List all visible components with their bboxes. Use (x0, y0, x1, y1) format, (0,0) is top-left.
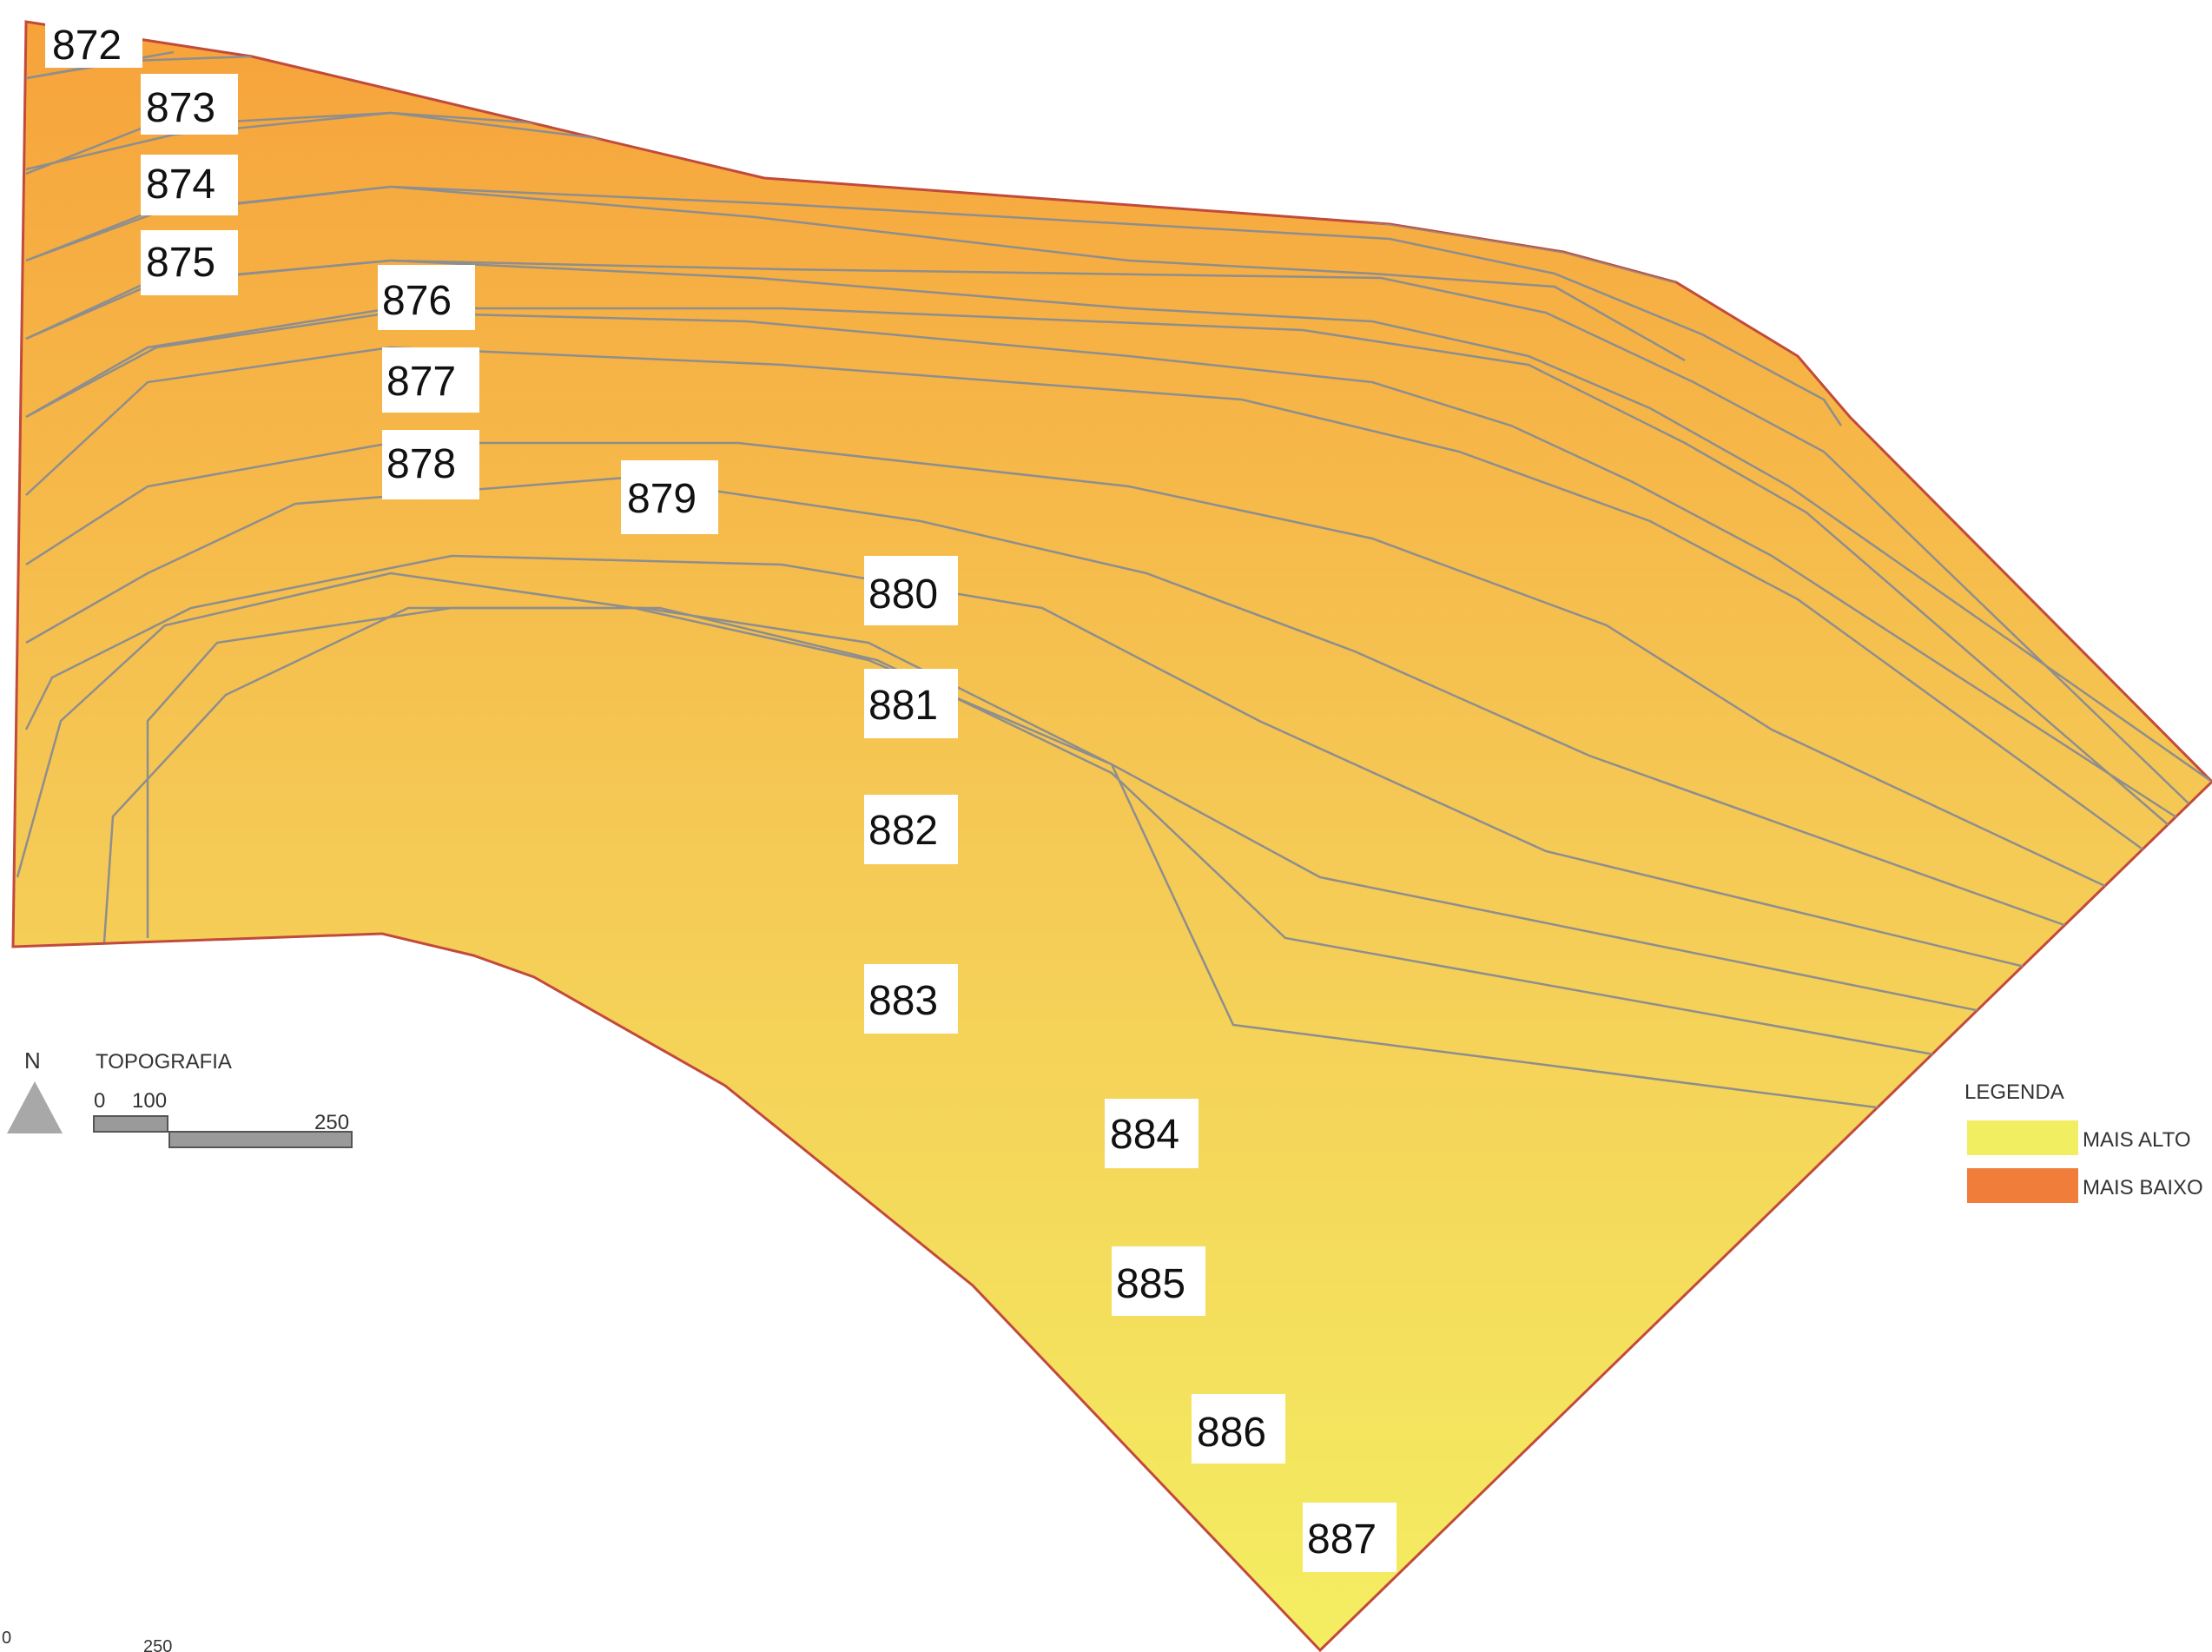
contour-label-884: 884 (1110, 1112, 1179, 1158)
label-bg-884 (1105, 1099, 1198, 1168)
contour-label-873: 873 (146, 85, 215, 131)
label-bg-883 (864, 964, 958, 1034)
label-bg-872 (45, 17, 142, 68)
corner-tick-0: 0 (2, 1629, 11, 1648)
scale-tick-100: 100 (132, 1089, 167, 1113)
contour-labels: 872 873 874 875 876 877 878 879 880 881 … (45, 17, 1397, 1572)
legend-swatch-low (1967, 1168, 2078, 1203)
north-arrow: N (7, 1047, 63, 1133)
legend: LEGENDA MAIS ALTO MAIS BAIXO (1964, 1080, 2203, 1203)
label-bg-885 (1112, 1246, 1205, 1316)
scale-bar: TOPOGRAFIA 0 100 250 (93, 1050, 353, 1148)
contour-label-877: 877 (386, 359, 456, 405)
contour-label-881: 881 (868, 683, 938, 729)
contour-label-880: 880 (868, 572, 938, 618)
contour-label-875: 875 (146, 240, 215, 286)
contour-877 (25, 346, 2152, 857)
contour-878 (25, 441, 2124, 896)
legend-label-low: MAIS BAIXO (2083, 1176, 2203, 1199)
label-bg-874 (141, 155, 238, 215)
scale-tick-0: 0 (94, 1089, 105, 1113)
label-bg-879 (621, 460, 718, 534)
contour-label-882: 882 (868, 808, 938, 854)
contour-label-885: 885 (1116, 1261, 1185, 1307)
contour-label-886: 886 (1197, 1410, 1266, 1456)
contour-label-876: 876 (382, 278, 452, 324)
contour-883 (102, 606, 1912, 1113)
contour-label-879: 879 (627, 476, 697, 522)
label-bg-881 (864, 669, 958, 738)
contour-879 (25, 476, 2090, 935)
site-boundary (11, 20, 2212, 1652)
label-bg-877 (382, 347, 479, 413)
corner-scale: 0 250 (2, 1629, 172, 1652)
legend-title: LEGENDA (1964, 1080, 2064, 1104)
label-bg-886 (1192, 1394, 1285, 1464)
label-bg-878 (382, 430, 479, 499)
label-bg-875 (141, 230, 238, 295)
scale-tick-250: 250 (314, 1111, 349, 1134)
contour-label-883: 883 (868, 978, 938, 1024)
legend-swatch-high (1967, 1120, 2078, 1155)
contour-line-d (25, 259, 2212, 783)
contour-label-872: 872 (52, 23, 122, 69)
label-bg-876 (378, 265, 475, 330)
contour-876 (25, 307, 2169, 826)
label-bg-880 (864, 556, 958, 625)
contour-label-874: 874 (146, 162, 215, 208)
legend-label-high: MAIS ALTO (2083, 1128, 2191, 1152)
scale-segment-2 (168, 1131, 353, 1148)
contour-label-878: 878 (386, 441, 456, 487)
label-bg-882 (864, 795, 958, 864)
map-title: TOPOGRAFIA (96, 1050, 232, 1074)
contour-880 (24, 554, 2050, 975)
contour-882 (146, 606, 1964, 1061)
corner-tick-250: 250 (143, 1637, 172, 1652)
scale-segment-1 (93, 1115, 168, 1133)
label-bg-887 (1303, 1503, 1397, 1572)
contour-label-887: 887 (1307, 1517, 1377, 1563)
north-arrow-icon (7, 1081, 63, 1133)
contour-line-e (25, 311, 2189, 827)
north-label: N (24, 1047, 41, 1074)
label-bg-873 (141, 74, 238, 135)
